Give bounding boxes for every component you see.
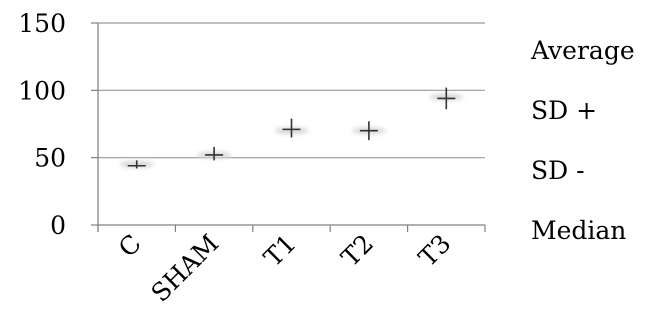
axes: [91, 22, 486, 232]
y-tick-label: 100: [18, 76, 66, 105]
x-tick-label: T2: [336, 229, 380, 273]
y-tick-label: 50: [34, 144, 66, 173]
legend-entry-label: Median: [531, 216, 626, 245]
legend: Average SD + SD - Median: [530, 36, 635, 245]
y-tick-label: 150: [18, 9, 66, 38]
y-tick-label: 0: [50, 211, 66, 240]
x-tick-label: T1: [258, 229, 302, 273]
gridlines: [98, 22, 485, 159]
legend-entry-label: SD +: [531, 96, 597, 125]
data-marks: [119, 87, 464, 169]
x-tick-label: SHAM: [145, 229, 224, 308]
x-tick-label: C: [113, 229, 147, 263]
x-tick-label: T3: [413, 229, 457, 273]
legend-entry-label: SD -: [531, 156, 585, 185]
legend-entry-label: Average: [530, 36, 635, 65]
y-tick-labels: 0 50 100 150: [18, 9, 66, 240]
